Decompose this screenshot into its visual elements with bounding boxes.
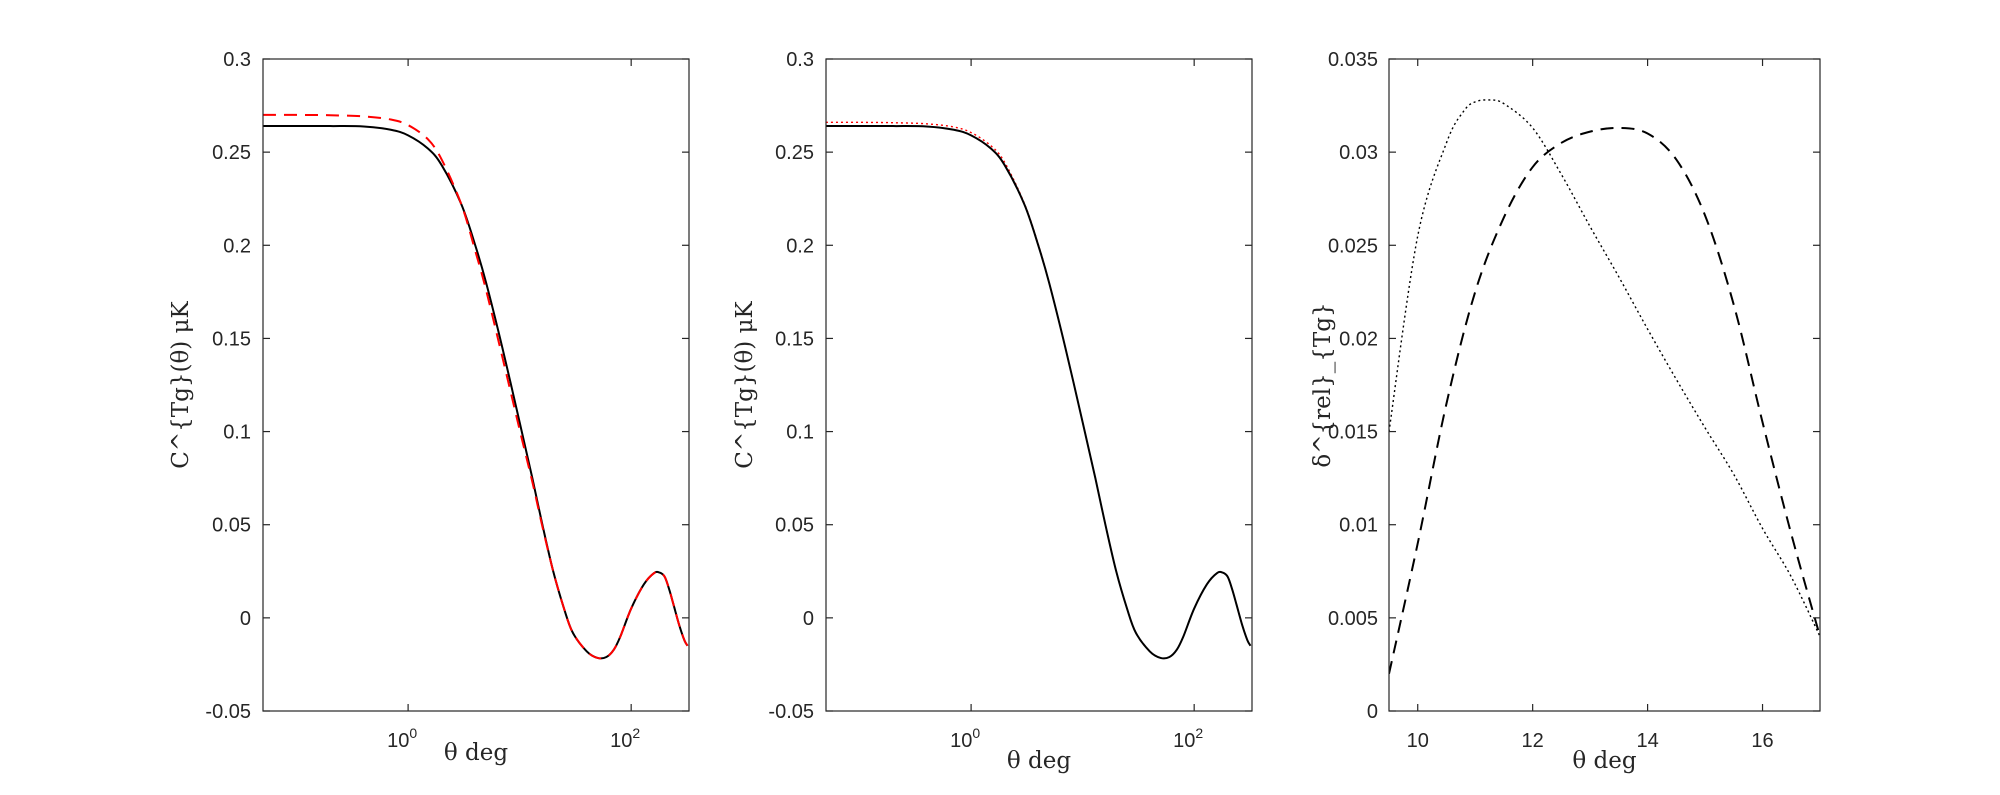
- x-tick-label: 102: [1173, 725, 1203, 752]
- y-tick-label: 0.1: [223, 422, 251, 444]
- y-tick-label: 0.3: [786, 49, 814, 71]
- x-tick-label: 14: [1636, 730, 1658, 752]
- series-group: [1389, 99, 1820, 674]
- axes-frame: [825, 58, 1253, 712]
- y-tick-label: 0.05: [775, 515, 814, 537]
- y-axis-label: C^{Tg}(θ) μK: [732, 300, 758, 468]
- x-tick-label: 100: [950, 725, 980, 752]
- y-tick-label: 0.015: [1328, 422, 1378, 444]
- x-tick-label: 12: [1522, 730, 1544, 752]
- y-tick-label: 0.025: [1328, 235, 1378, 257]
- series-line-2-dotted: [1389, 99, 1820, 637]
- x-tick-label: 16: [1751, 730, 1773, 752]
- y-tick-label: -0.05: [768, 701, 814, 723]
- y-tick-label: 0.1: [786, 422, 814, 444]
- y-tick-label: 0: [240, 608, 251, 630]
- y-axis-label: C^{Tg}(θ) μK: [168, 300, 194, 468]
- y-tick-label: 0: [803, 608, 814, 630]
- x-tick-label: 102: [610, 725, 640, 752]
- axes-frame: [262, 58, 690, 712]
- series-group: [263, 113, 689, 660]
- chart-panel-3: 0 0.005 0.01 0.015 0.02 0.025 0.03 0.035 10 12 14 1…: [1310, 49, 1821, 774]
- x-axis-label: θ deg: [444, 740, 508, 766]
- y-axis-label: δ^{rel}_{Tg}: [1310, 302, 1336, 467]
- x-tick-label: 100: [387, 725, 417, 752]
- series-group: [826, 121, 1252, 660]
- y-tick-label: 0.3: [223, 49, 251, 71]
- y-tick-label: 0.01: [1339, 515, 1378, 537]
- y-tick-label: 0.02: [1339, 328, 1378, 350]
- y-tick-label: 0.035: [1328, 49, 1378, 71]
- y-tick-label: 0: [1367, 701, 1378, 723]
- axes-frame: [1388, 58, 1821, 712]
- y-tick-label: 0.05: [212, 515, 251, 537]
- chart-panel-2: -0.05 0 0.05 0.1 0.15 0.2 0.25 0.3 100 102 θ deg C^…: [732, 49, 1253, 774]
- x-axis-label: θ deg: [1572, 748, 1636, 774]
- y-tick-label: 0.25: [212, 142, 251, 164]
- chart-panel-1: -0.05 0 0.05 0.1 0.15 0.2 0.25 0.3 100 102 θ deg C^…: [168, 49, 690, 766]
- y-tick-label: 0.25: [775, 142, 814, 164]
- y-tick-label: 0.15: [212, 328, 251, 350]
- series-line-1-dashed: [1389, 126, 1820, 674]
- y-tick-label: -0.05: [205, 701, 251, 723]
- series-line-2-dashed: [263, 113, 689, 660]
- series-line-1-solid: [263, 125, 689, 660]
- x-axis-label: θ deg: [1007, 748, 1071, 774]
- y-tick-label: 0.2: [223, 235, 251, 257]
- y-tick-label: 0.03: [1339, 142, 1378, 164]
- series-line-1-dotted: [826, 121, 1252, 660]
- y-tick-label: 0.15: [775, 328, 814, 350]
- x-tick-label: 10: [1407, 730, 1429, 752]
- series-line-2-solid: [826, 125, 1252, 660]
- y-tick-label: 0.005: [1328, 608, 1378, 630]
- y-tick-label: 0.2: [786, 235, 814, 257]
